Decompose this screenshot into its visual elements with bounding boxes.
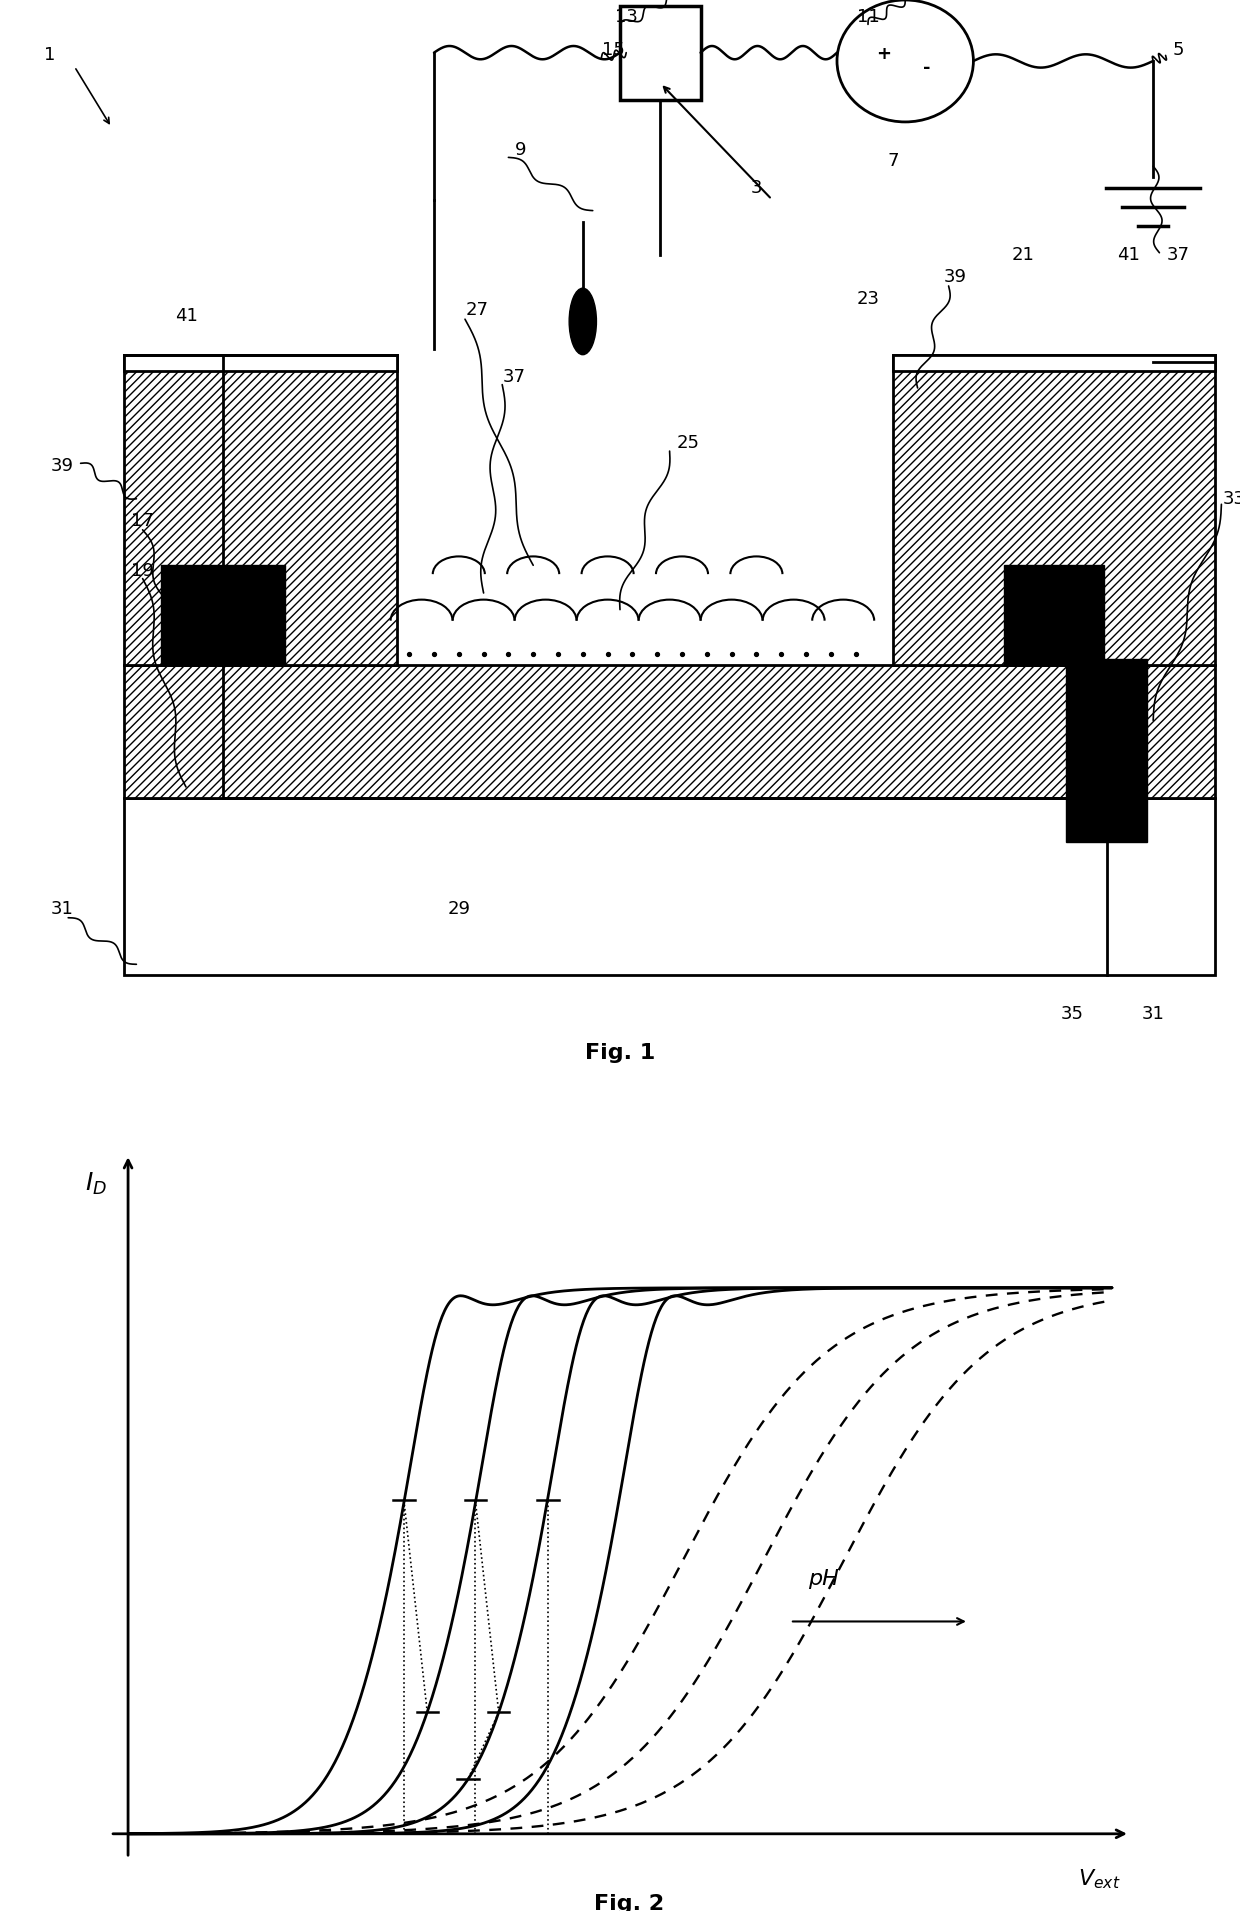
Bar	[124, 355, 397, 371]
Text: -: -	[923, 59, 930, 76]
Text: 31: 31	[1142, 1005, 1164, 1022]
Text: 23: 23	[857, 290, 879, 308]
Text: 5: 5	[1172, 40, 1184, 59]
Bar	[124, 665, 1215, 799]
Text: 31: 31	[51, 900, 73, 917]
Text: 7: 7	[887, 151, 899, 170]
Text: 27: 27	[466, 302, 489, 319]
Bar	[161, 566, 285, 665]
Text: 33: 33	[1223, 489, 1240, 508]
Text: 3: 3	[750, 180, 763, 197]
Bar	[124, 355, 397, 665]
Text: 11: 11	[857, 8, 879, 25]
Text: pH: pH	[807, 1569, 838, 1590]
Text: 13: 13	[615, 8, 637, 25]
Bar	[893, 355, 1215, 665]
Text: $V_{ext}$: $V_{ext}$	[1079, 1867, 1121, 1890]
Text: 29: 29	[448, 900, 470, 917]
Text: Fig. 2: Fig. 2	[594, 1894, 663, 1911]
Text: 39: 39	[51, 457, 73, 474]
Text: 9: 9	[515, 141, 527, 159]
Text: 19: 19	[131, 562, 154, 579]
Text: 25: 25	[677, 434, 699, 453]
Text: 41: 41	[1117, 247, 1140, 264]
Text: 37: 37	[503, 367, 526, 386]
Text: 35: 35	[1061, 1005, 1084, 1022]
Text: 37: 37	[1167, 247, 1189, 264]
Ellipse shape	[569, 289, 596, 355]
Text: 1: 1	[43, 46, 56, 65]
Text: +: +	[877, 46, 892, 63]
Text: 17: 17	[131, 512, 154, 529]
Bar	[893, 355, 1215, 371]
Text: 15: 15	[603, 40, 625, 59]
Bar	[620, 6, 701, 99]
Text: 21: 21	[1012, 247, 1034, 264]
Text: Fig. 1: Fig. 1	[585, 1043, 655, 1063]
Text: 39: 39	[944, 268, 966, 287]
Text: 41: 41	[175, 308, 197, 325]
Text: $I_D$: $I_D$	[84, 1171, 107, 1196]
Bar	[124, 799, 1215, 975]
Bar	[1066, 659, 1147, 843]
Bar	[1004, 566, 1104, 665]
